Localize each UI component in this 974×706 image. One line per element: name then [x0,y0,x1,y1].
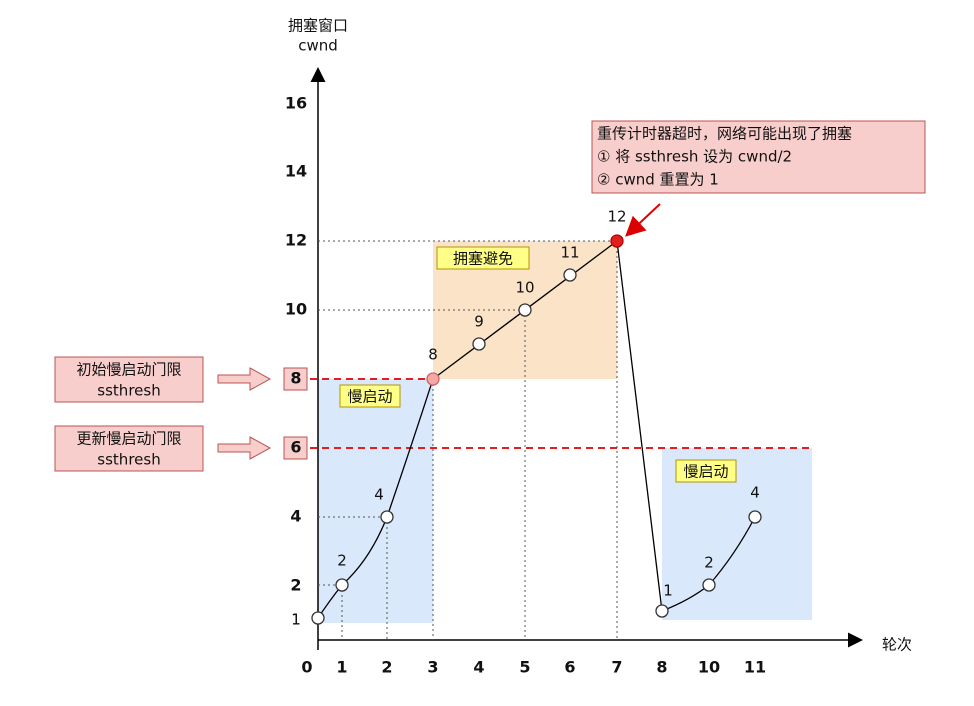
region-label-box [436,246,530,270]
region-label: 慢启动 [683,463,728,481]
point [702,578,716,592]
y-title: 拥塞窗口 [288,17,348,35]
threshold-text: 初始慢启动门限 [76,361,181,379]
point-label: 11 [560,244,579,262]
x-tick-label: 1 [336,658,347,677]
y-tick-label: 16 [285,94,307,113]
point [380,510,394,524]
region-label: 慢启动 [347,388,392,406]
annotation-text: ① 将 ssthresh 设为 cwnd/2 [597,148,792,166]
point-label: 2 [704,554,714,572]
point [610,234,624,248]
x-title: 轮次 [882,636,912,654]
x-tick-label: 8 [656,658,667,677]
point-label: 9 [474,313,484,331]
annotation-box [591,120,926,194]
annotation-arrow [625,203,661,237]
point [472,337,486,351]
x-tick-label: 0 [301,658,312,677]
point-label: 8 [428,346,438,364]
x-tick-label: 10 [698,658,720,677]
y-tick-label: 1 [291,611,301,629]
threshold-value-box [283,436,308,460]
x-tick-label: 5 [519,658,530,677]
y-tick-label: 2 [290,576,301,595]
annotation-text: ② cwnd 重置为 1 [597,171,719,189]
threshold-arrow [217,436,272,460]
threshold-text: ssthresh [97,382,160,400]
x-tick-label: 2 [381,658,392,677]
region-label-box [675,459,737,483]
threshold-box [54,425,204,472]
x-tick-label: 6 [564,658,575,677]
y-tick-label: 8 [290,369,301,388]
point-label: 10 [515,279,534,297]
point [655,604,669,618]
point-label: 4 [750,484,760,502]
x-tick-label: 7 [611,658,622,677]
curve [317,240,618,619]
region-label-box [339,384,401,408]
point-label: 2 [337,552,347,570]
region-label: 拥塞避免 [453,250,513,268]
threshold-text: ssthresh [97,451,160,469]
y-tick-label: 6 [290,438,301,457]
point-label: 1 [663,582,673,600]
point [748,510,762,524]
y-tick-label: 10 [285,300,307,319]
threshold-box [54,356,204,403]
threshold-text: 更新慢启动门限 [76,430,181,448]
x-tick-label: 3 [427,658,438,677]
point [311,611,325,625]
y-tick-label: 14 [285,162,307,181]
y-subtitle: cwnd [298,37,338,55]
point-label: 12 [607,208,626,226]
point [563,268,577,282]
threshold-value-box [283,367,308,391]
point [426,372,440,386]
point [335,578,349,592]
y-tick-label: 12 [285,231,307,250]
x-tick-label: 4 [473,658,484,677]
annotation-text: 重传计时器超时，网络可能出现了拥塞 [597,125,852,143]
threshold-arrow [217,367,272,391]
point-label: 1 [291,611,301,629]
point [518,303,532,317]
point-label: 4 [374,486,384,504]
x-tick-label: 11 [744,658,766,677]
y-tick-label: 4 [290,507,301,526]
